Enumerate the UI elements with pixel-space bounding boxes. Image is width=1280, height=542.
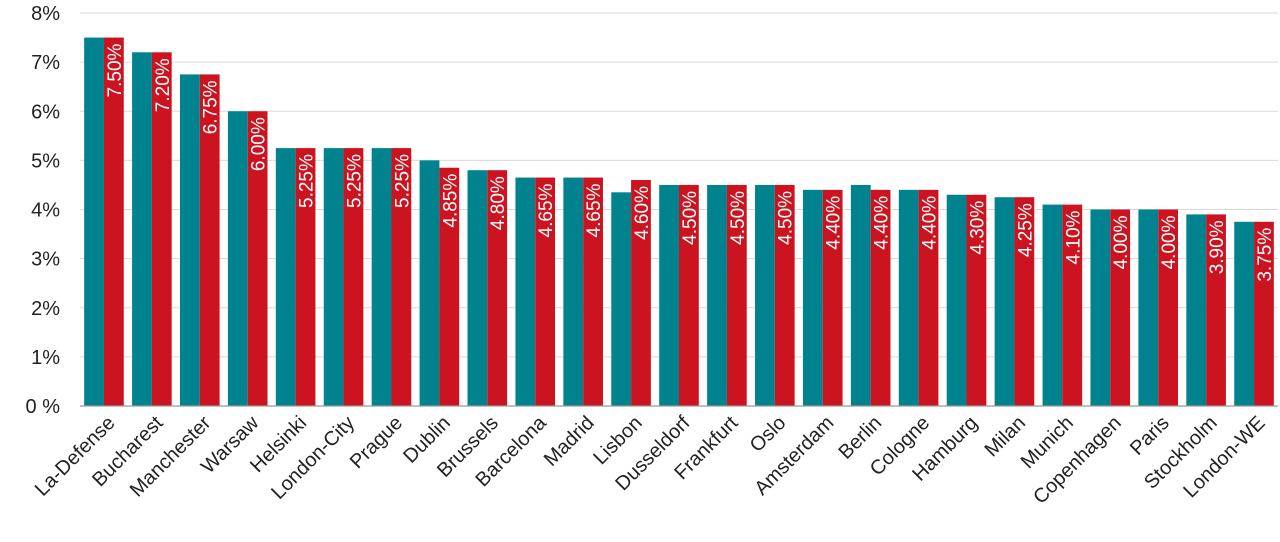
y-tick-label: 3% [31,249,60,271]
bar-series-2 [151,52,172,407]
bar-series-2 [535,177,556,406]
bar-series-2 [103,37,124,406]
data-label: 4.50% [776,191,797,245]
y-tick-label: 0 % [26,396,61,418]
bar-series-1 [659,184,679,406]
data-label: 4.50% [680,191,701,245]
data-label: 7.20% [153,58,174,112]
bar-series-1 [1186,214,1207,406]
bar-series-1 [180,74,200,406]
bar-series-2 [247,111,268,406]
bar-series-2 [774,184,795,406]
y-tick-label: 1% [31,347,60,369]
data-label: 4.65% [536,183,557,237]
bar-series-1 [994,197,1015,406]
bar-series-2 [1062,204,1083,406]
bar-series-1 [802,189,823,406]
bar-series-1 [1042,204,1063,406]
data-label: 4.40% [872,196,893,250]
bar-series-1 [371,148,392,406]
bar-series-1 [611,192,632,406]
bar-series-1 [563,177,584,406]
bar-series-1 [898,189,919,406]
bar-series-1 [946,194,967,406]
bar-series-1 [419,160,440,406]
bar-series-2 [1254,221,1274,406]
data-label: 5.25% [297,154,318,208]
bar-series-1 [1234,221,1255,406]
bar-series-2 [966,194,987,406]
bar-series-2 [1158,209,1178,406]
bar-series-1 [467,170,488,406]
data-label: 4.50% [728,191,749,245]
bar-series-2 [631,180,651,406]
bar-series-1 [1138,209,1159,406]
bar-series-2 [343,148,364,406]
bar-series-2 [1110,209,1131,406]
bar-series-1 [515,177,536,406]
bar-series-1 [132,52,152,407]
data-label: 4.65% [584,183,605,237]
data-label: 4.85% [440,174,461,228]
y-tick-label: 5% [31,150,60,172]
data-label: 4.40% [920,196,941,250]
bar-series-1 [323,148,344,406]
y-tick-label: 7% [31,52,60,74]
data-label: 4.25% [1015,203,1036,257]
x-tick-label: Madrid [540,412,599,471]
bar-series-2 [679,184,699,406]
y-tick-label: 6% [31,101,60,123]
bar-series-2 [918,189,939,406]
bar-series-2 [487,170,508,406]
data-label: 3.90% [1207,220,1228,274]
bar-series-2 [870,189,891,406]
y-tick-label: 4% [31,200,60,222]
data-label: 4.30% [967,201,988,255]
x-tick-label: Prague [346,412,407,473]
data-label: 5.25% [344,154,365,208]
bar-series-2 [1014,197,1035,406]
y-tick-label: 2% [31,298,60,320]
bar-series-1 [227,111,248,406]
data-label: 5.25% [392,154,413,208]
bar-series-2 [583,177,603,406]
data-label: 4.10% [1063,210,1084,264]
data-label: 4.60% [632,186,653,240]
bar-series-1 [84,37,104,406]
y-tick-label: 8% [31,3,60,25]
bar-series-2 [295,148,316,406]
bar-series-1 [1090,209,1111,406]
bar-series-2 [391,148,412,406]
data-labels: 7.50% 7.20% 6.75% 6.00% 5.25% 5.25% 5.25% 4.85%… [105,43,1276,281]
data-label: 4.00% [1111,215,1132,269]
bar-series-2 [439,167,460,406]
data-label: 4.40% [824,196,845,250]
bar-series-1 [275,148,296,406]
bar-series-2 [726,184,747,406]
bar-series-1 [755,184,775,406]
data-label: 4.80% [488,176,509,230]
bar-series-2 [822,189,843,406]
bar-series-1 [707,184,727,406]
bars [84,37,1274,407]
bar-series-1 [850,184,871,406]
bar-series-2 [1206,214,1226,406]
data-label: 7.50% [105,43,126,97]
data-label: 4.00% [1159,215,1180,269]
data-label: 6.75% [201,80,222,134]
data-label: 6.00% [249,117,270,171]
x-axis: La-DefenseBucharestManchesterWarsawHelsi… [31,405,1278,509]
y-axis: 0 % 1% 2% 3% 4% 5% 6% 7% 8% [26,3,61,418]
bar-series-2 [199,74,220,406]
data-label: 3.75% [1255,228,1276,282]
